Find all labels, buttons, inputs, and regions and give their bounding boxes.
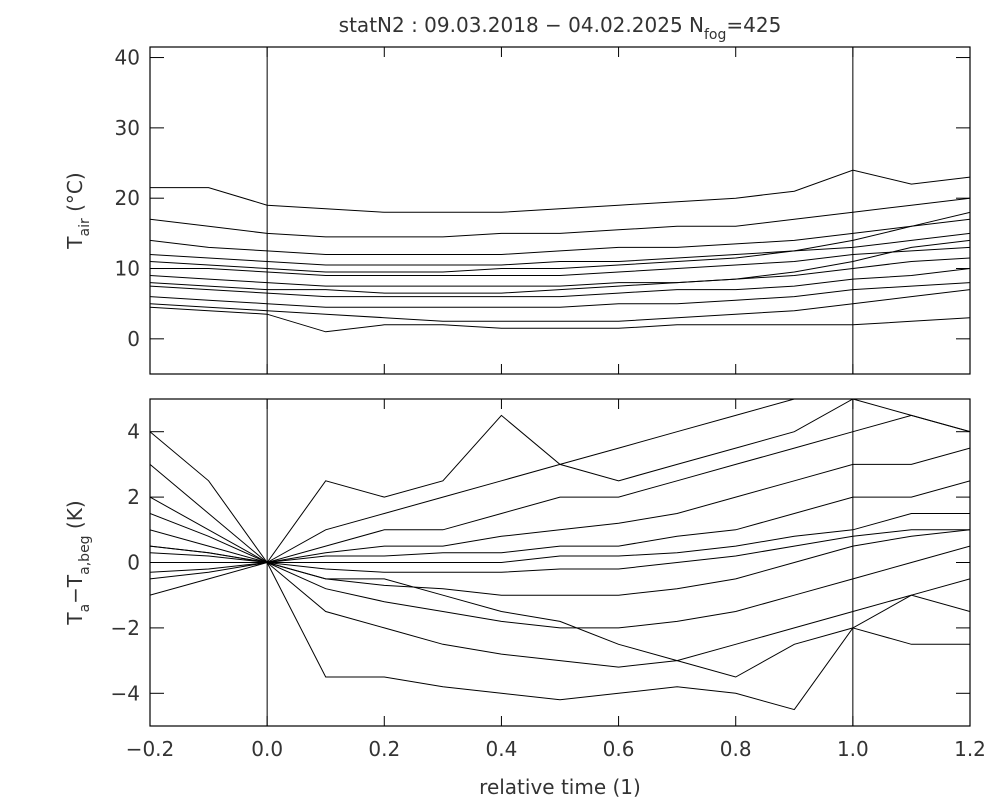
y-axis-label: Ta−Ta,beg (K) bbox=[63, 500, 93, 625]
text-part: a,beg bbox=[77, 535, 93, 574]
text-part: fog bbox=[704, 27, 726, 43]
x-tick-label: 1.0 bbox=[837, 737, 869, 761]
series-line bbox=[150, 513, 970, 678]
x-tick-label: 0.6 bbox=[603, 737, 635, 761]
series-line bbox=[150, 246, 970, 276]
text-part: T bbox=[63, 236, 87, 250]
series-line bbox=[150, 447, 970, 564]
series-line bbox=[150, 545, 970, 629]
x-tick-label: 0.0 bbox=[251, 737, 283, 761]
x-tick-label: 0.8 bbox=[720, 737, 752, 761]
text-part: (°C) bbox=[63, 172, 87, 218]
series-line bbox=[150, 282, 970, 308]
plot-frame bbox=[149, 46, 971, 375]
series-line bbox=[150, 169, 970, 213]
x-tick-label: 0.2 bbox=[368, 737, 400, 761]
series-line bbox=[150, 561, 970, 668]
y-tick-label: −4 bbox=[111, 681, 140, 705]
series-line bbox=[150, 211, 970, 273]
chart-title: statN2 : 09.03.2018 − 04.02.2025 Nfog=42… bbox=[339, 13, 782, 43]
plot-area bbox=[150, 169, 970, 333]
series-line bbox=[150, 232, 970, 266]
y-tick-label: 0 bbox=[127, 327, 140, 351]
x-axis-label: relative time (1) bbox=[479, 775, 641, 799]
text-part: a bbox=[77, 604, 93, 613]
series-line bbox=[150, 268, 970, 298]
y-tick-label: 30 bbox=[115, 116, 140, 140]
series-line bbox=[150, 545, 970, 711]
series-line bbox=[150, 257, 970, 287]
series-line bbox=[150, 197, 970, 238]
text-part: statN2 : 09.03.2018 − 04.02.2025 N bbox=[339, 13, 704, 37]
y-tick-label: 4 bbox=[127, 420, 140, 444]
y-tick-label: 10 bbox=[115, 257, 140, 281]
y-tick-label: 0 bbox=[127, 551, 140, 575]
text-part: =425 bbox=[726, 13, 781, 37]
text-part: air bbox=[77, 218, 93, 236]
series-line bbox=[150, 480, 970, 564]
y-tick-label: 40 bbox=[115, 46, 140, 70]
series-line bbox=[150, 399, 970, 564]
x-tick-label: 1.2 bbox=[954, 737, 986, 761]
series-line bbox=[150, 218, 970, 255]
x-tick-label: −0.2 bbox=[126, 737, 175, 761]
text-part: −T bbox=[63, 574, 87, 604]
series-line bbox=[150, 529, 970, 573]
series-line bbox=[150, 513, 970, 563]
x-tick-label: 0.4 bbox=[486, 737, 518, 761]
text-part: T bbox=[63, 612, 87, 626]
series-line bbox=[150, 289, 970, 322]
series-line bbox=[150, 239, 970, 294]
y-tick-label: 2 bbox=[127, 485, 140, 509]
text-part: (K) bbox=[63, 500, 87, 535]
series-line bbox=[150, 306, 970, 333]
y-tick-label: 20 bbox=[115, 186, 140, 210]
series-line bbox=[150, 399, 970, 564]
y-tick-label: −2 bbox=[111, 616, 140, 640]
series-line bbox=[150, 414, 970, 564]
plot-area bbox=[150, 399, 970, 711]
y-axis-label: Tair (°C) bbox=[63, 172, 93, 249]
